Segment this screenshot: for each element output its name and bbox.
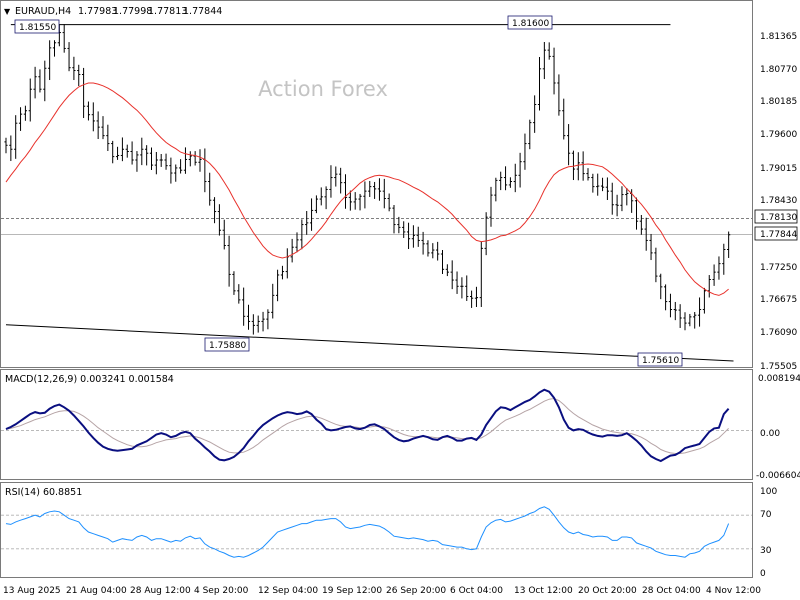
- y-tick-label: 1.76090: [760, 328, 797, 338]
- ohlc-low: 1.77813: [148, 6, 187, 17]
- macd-main-line: [5, 388, 730, 463]
- macd-axis: 0.008194 0.00 -0.006604: [756, 374, 800, 481]
- price-callout-box: [637, 352, 683, 367]
- dashed-level-label-box: [754, 209, 798, 224]
- y-tick-label: 1.80185: [760, 97, 797, 107]
- y-tick-label: 1.79600: [760, 130, 797, 140]
- rsi-tick-label: 0: [760, 569, 766, 579]
- rsi-tick-label: 30: [760, 546, 772, 556]
- price-axis: 1.81365 1.80770 1.80185 1.79600 1.79015 …: [760, 32, 797, 372]
- ohlc-high: 1.77998: [113, 6, 152, 17]
- macd-plot: [1, 388, 752, 463]
- y-tick-label: 1.77250: [760, 263, 797, 273]
- macd-tick-label: -0.006604: [756, 471, 800, 481]
- price-bars: [4, 24, 731, 335]
- watermark-text: Action Forex: [258, 77, 388, 101]
- price-callout-label: 1.81600: [512, 19, 549, 29]
- price-callout-label: 1.75610: [642, 356, 679, 366]
- x-tick-label: 12 Sep 04:00: [258, 586, 318, 596]
- macd-tick-label: 0.008194: [758, 374, 800, 384]
- price-callout-label: 1.75880: [209, 341, 246, 351]
- x-tick-label: 4 Sep 20:00: [194, 586, 249, 596]
- rsi-title: RSI(14) 60.8851: [5, 487, 82, 498]
- x-tick-label: 13 Oct 12:00: [514, 586, 573, 596]
- x-tick-label: 4 Nov 12:00: [706, 586, 761, 596]
- dashed-level-label: 1.78130: [760, 213, 797, 223]
- price-callout-box: [204, 337, 250, 352]
- y-tick-label: 1.81365: [760, 32, 797, 42]
- x-tick-label: 28 Oct 04:00: [642, 586, 701, 596]
- rsi-line: [5, 506, 730, 558]
- ohlc-close: 1.77844: [183, 6, 222, 17]
- y-tick-label: 1.79015: [760, 164, 797, 174]
- trendline-lower: [5, 324, 734, 362]
- rsi-tick-label: 100: [760, 487, 777, 497]
- x-tick-label: 6 Oct 04:00: [450, 586, 503, 596]
- price-callout-label: 1.81550: [19, 23, 56, 33]
- time-axis: 13 Aug 2025 21 Aug 04:00 28 Aug 12:00 4 …: [3, 586, 761, 596]
- rsi-axis: 100 70 30 0: [760, 487, 777, 579]
- price-callout-box: [507, 15, 553, 30]
- rsi-plot: [1, 506, 752, 558]
- ohlc-open: 1.77983: [78, 6, 117, 17]
- current-price-label-box: [754, 226, 798, 241]
- main-panel-frame: [0, 0, 753, 368]
- x-tick-label: 13 Aug 2025: [3, 586, 61, 596]
- symbol-triangle-icon: ▼: [4, 7, 11, 16]
- macd-tick-label: 0.00: [760, 429, 780, 439]
- y-tick-label: 1.80770: [760, 65, 797, 75]
- price-callout-box: [14, 19, 60, 34]
- moving-average-line: [5, 82, 729, 296]
- rsi-panel-frame: [0, 482, 753, 578]
- y-tick-label: 1.75505: [760, 362, 797, 372]
- x-tick-label: 26 Sep 20:00: [386, 586, 446, 596]
- y-tick-label: 1.78430: [760, 196, 797, 206]
- current-price-label: 1.77844: [760, 230, 797, 240]
- y-tick-label: 1.76675: [760, 295, 797, 305]
- x-tick-label: 21 Aug 04:00: [66, 586, 127, 596]
- rsi-tick-label: 70: [760, 510, 772, 520]
- price-plot: [1, 24, 752, 362]
- macd-title: MACD(12,26,9) 0.003241 0.001584: [5, 374, 174, 385]
- x-tick-label: 28 Aug 12:00: [130, 586, 191, 596]
- symbol-title: EURAUD,H4: [15, 6, 71, 17]
- x-tick-label: 19 Sep 12:00: [322, 586, 382, 596]
- x-tick-label: 20 Oct 20:00: [578, 586, 637, 596]
